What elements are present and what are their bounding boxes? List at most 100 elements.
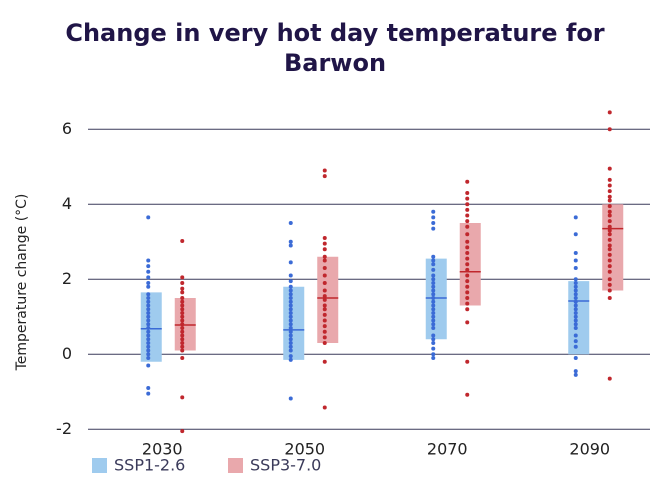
box xyxy=(459,223,481,306)
point xyxy=(607,252,612,257)
point xyxy=(465,320,470,325)
point xyxy=(431,288,436,293)
point xyxy=(288,292,293,297)
point xyxy=(146,348,151,353)
point xyxy=(288,326,293,330)
point xyxy=(465,219,470,224)
point xyxy=(288,307,293,312)
point xyxy=(180,333,185,338)
point xyxy=(322,294,327,299)
point xyxy=(146,386,151,390)
point xyxy=(322,297,327,302)
point xyxy=(180,290,185,295)
point xyxy=(146,352,151,357)
y-tick-label: 0 xyxy=(62,344,72,363)
point xyxy=(607,296,612,300)
point xyxy=(607,247,612,252)
point xyxy=(180,356,185,360)
point xyxy=(465,224,470,229)
point xyxy=(146,296,151,300)
point xyxy=(146,269,151,274)
point xyxy=(465,191,470,195)
point xyxy=(180,395,185,400)
point xyxy=(573,296,578,300)
point xyxy=(180,281,185,285)
point xyxy=(573,303,578,308)
point xyxy=(322,312,327,317)
point xyxy=(431,215,436,220)
point xyxy=(465,256,470,261)
point xyxy=(465,262,470,267)
point xyxy=(288,341,293,345)
point xyxy=(288,284,293,289)
point xyxy=(465,239,470,244)
point xyxy=(180,341,185,345)
box xyxy=(425,258,447,340)
point xyxy=(431,221,436,225)
point xyxy=(322,254,327,259)
point xyxy=(146,333,151,338)
point xyxy=(573,266,578,270)
point xyxy=(573,277,578,282)
point xyxy=(465,196,470,201)
point xyxy=(431,281,436,285)
point xyxy=(465,296,470,300)
point xyxy=(465,179,470,184)
y-tick-label: -2 xyxy=(56,419,72,438)
point xyxy=(465,245,470,250)
point xyxy=(607,237,612,242)
point xyxy=(607,213,612,218)
point xyxy=(607,288,612,293)
point xyxy=(431,346,436,351)
point xyxy=(573,369,578,374)
point xyxy=(146,344,151,349)
point xyxy=(607,189,612,194)
point xyxy=(573,251,578,255)
point xyxy=(573,288,578,293)
point xyxy=(607,277,612,282)
point xyxy=(607,258,612,263)
point xyxy=(431,307,436,312)
point xyxy=(607,228,612,233)
point xyxy=(431,318,436,323)
point xyxy=(607,219,612,224)
point xyxy=(431,341,436,345)
point xyxy=(431,303,436,308)
point xyxy=(322,341,327,345)
point xyxy=(288,348,293,353)
x-tick-label: 2030 xyxy=(142,440,183,459)
point xyxy=(431,333,436,338)
point xyxy=(288,318,293,323)
point xyxy=(146,329,151,334)
point xyxy=(322,168,327,173)
point xyxy=(465,207,470,212)
point xyxy=(288,299,293,304)
point xyxy=(322,307,327,312)
point xyxy=(431,314,436,319)
point xyxy=(288,288,293,293)
point xyxy=(573,258,578,263)
point xyxy=(146,311,151,315)
point xyxy=(431,209,436,214)
legend-label: SSP1-2.6 xyxy=(114,456,185,475)
point xyxy=(288,239,293,244)
point xyxy=(573,344,578,349)
point xyxy=(573,311,578,315)
point xyxy=(465,290,470,295)
point xyxy=(573,372,578,377)
point xyxy=(288,354,293,359)
point xyxy=(431,292,436,297)
point xyxy=(573,299,578,304)
point xyxy=(146,322,151,327)
y-tick-label: 4 xyxy=(62,194,72,213)
point xyxy=(465,267,470,272)
point xyxy=(146,337,151,342)
point xyxy=(573,333,578,338)
point xyxy=(465,359,470,364)
point xyxy=(288,303,293,308)
point xyxy=(322,241,327,246)
point xyxy=(465,284,470,289)
x-tick-label: 2070 xyxy=(427,440,468,459)
